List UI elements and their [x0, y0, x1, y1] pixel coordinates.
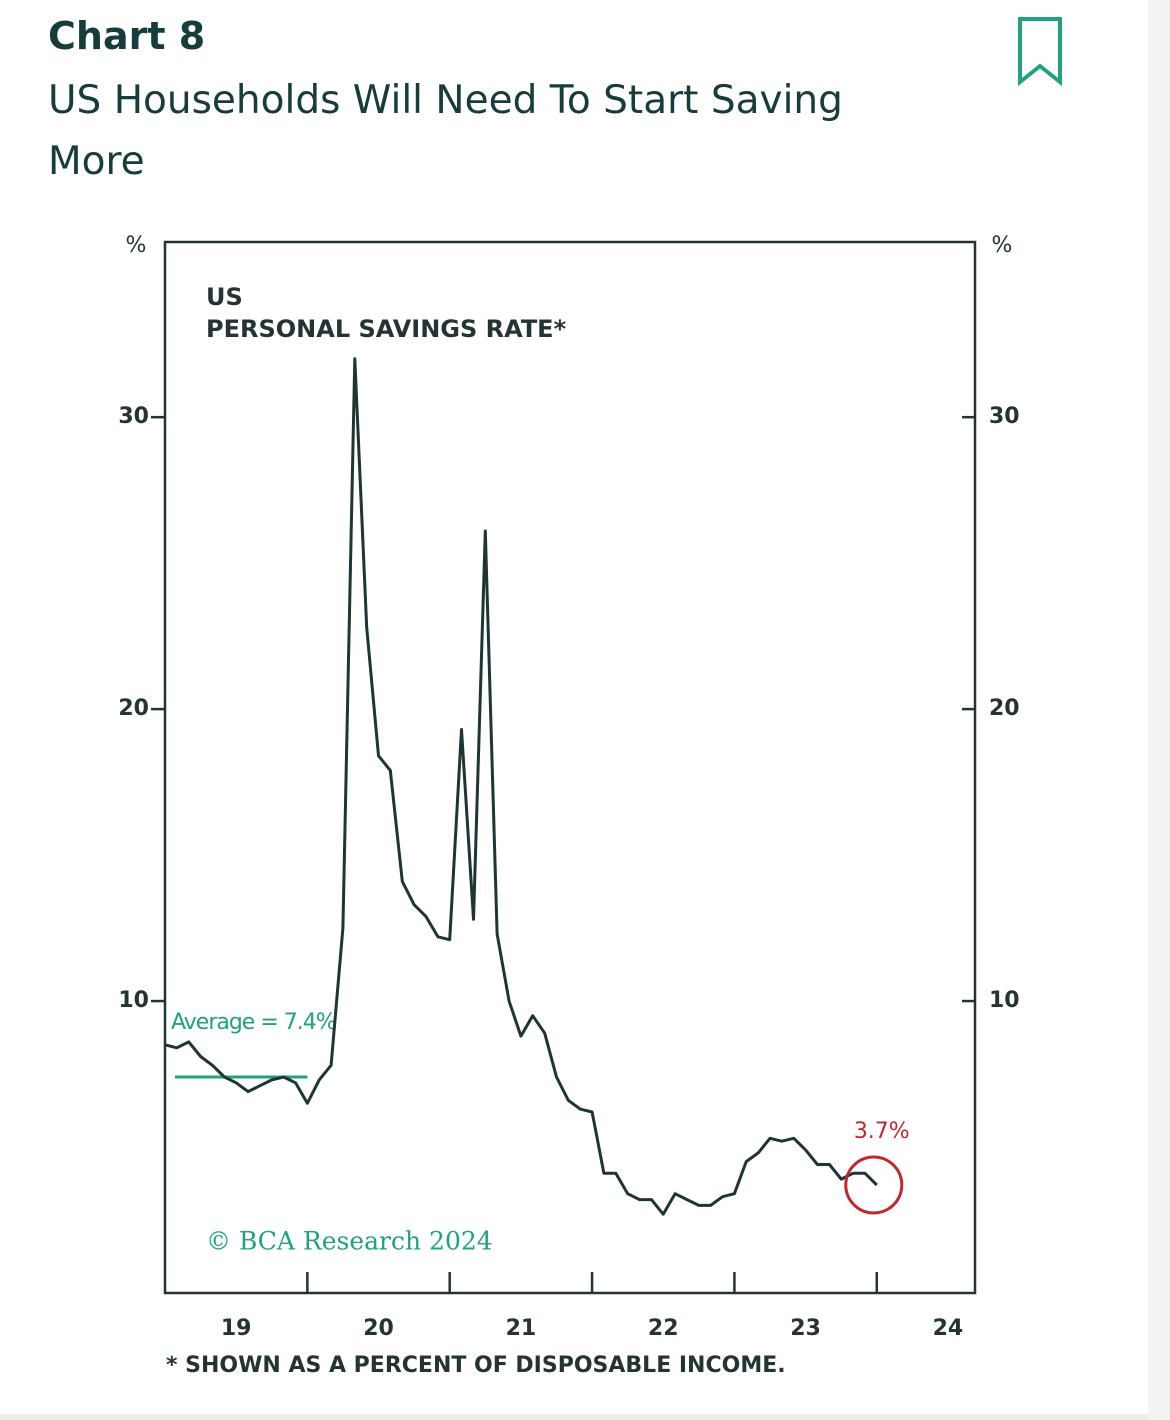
side-strip — [1148, 0, 1170, 1420]
y2-tick-label: 30 — [989, 404, 1020, 429]
x-tick-label: 21 — [506, 1316, 537, 1341]
y-tick-label: 10 — [118, 988, 149, 1013]
plot-frame — [163, 240, 977, 1295]
average-label: Average = 7.4% — [171, 1010, 336, 1035]
x-tick-label: 22 — [648, 1316, 679, 1341]
x-tick-label: 20 — [363, 1316, 394, 1341]
bookmark-button[interactable] — [1016, 16, 1064, 86]
y-unit: % — [126, 233, 147, 258]
callout-label: 3.7% — [854, 1119, 910, 1144]
panel-label: PERSONAL SAVINGS RATE* — [206, 315, 567, 343]
source: © BCA Research 2024 — [206, 1227, 493, 1256]
y2-tick-label: 20 — [989, 696, 1020, 721]
bookmark-icon — [1018, 17, 1062, 86]
footnote: * SHOWN AS A PERCENT OF DISPOSABLE INCOM… — [166, 1353, 786, 1378]
y-tick-label: 20 — [118, 696, 149, 721]
bottom-border — [0, 1414, 1148, 1420]
x-tick-label: 19 — [221, 1316, 252, 1341]
y-tick-label: 30 — [118, 404, 149, 429]
x-tick-label: 23 — [790, 1316, 821, 1341]
chart-title: US Households Will Need To Start Saving … — [48, 78, 843, 184]
data-line — [164, 357, 878, 1216]
chart-number: Chart 8 — [48, 14, 206, 58]
panel-label: US — [206, 283, 243, 311]
y2-tick-label: 10 — [989, 988, 1020, 1013]
callout-circle — [844, 1155, 904, 1215]
y2-unit: % — [992, 233, 1013, 258]
x-tick-label: 24 — [933, 1316, 964, 1341]
